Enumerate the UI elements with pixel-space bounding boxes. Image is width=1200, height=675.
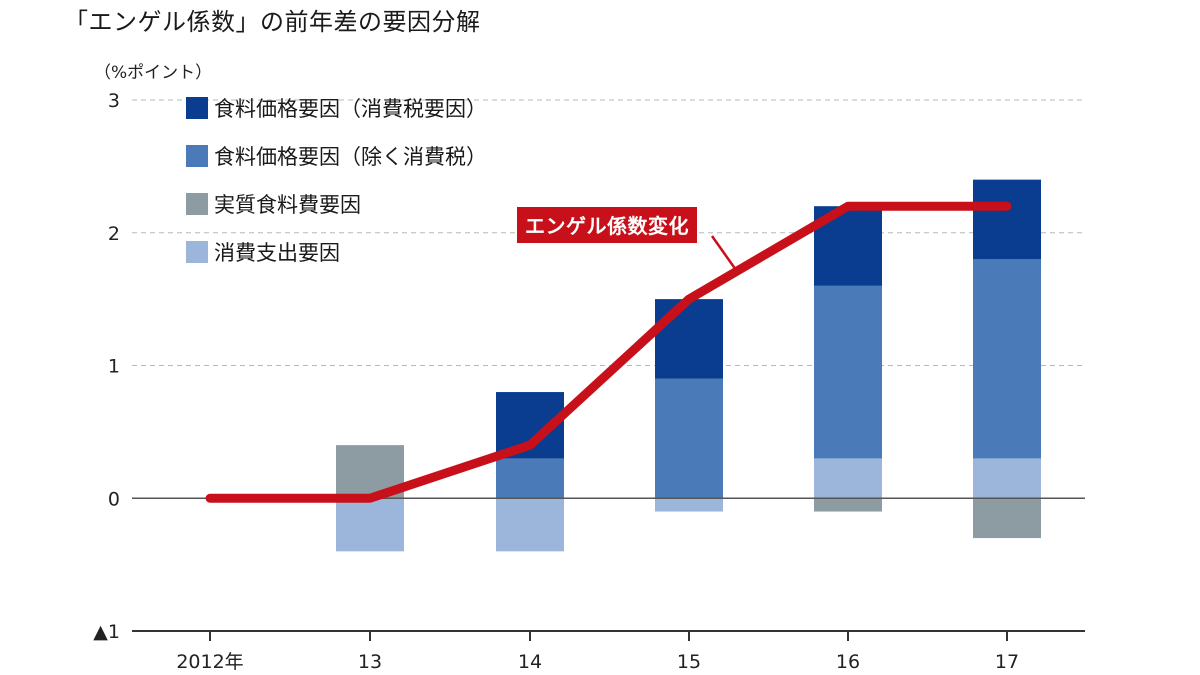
y-tick-label: 0 <box>108 488 120 510</box>
x-tick-label: 2012年 <box>176 651 243 673</box>
bar-segment <box>496 498 564 552</box>
y-tick-label: 2 <box>108 223 120 245</box>
legend-item-consumption-tax: 食料価格要因（消費税要因） <box>186 96 487 121</box>
bar-segment <box>973 259 1041 459</box>
bar-segment <box>336 498 404 552</box>
bar-segment <box>973 498 1041 539</box>
y-tick-label: 1 <box>108 356 120 378</box>
legend-item-food-price-excl-tax: 食料価格要因（除く消費税） <box>186 144 487 169</box>
bar-segment <box>814 285 882 459</box>
bar-segment <box>655 378 723 499</box>
x-tick-label: 17 <box>995 651 1019 673</box>
legend-item-consumption-expenditure: 消費支出要因 <box>186 240 487 265</box>
chart-title: 「エンゲル係数」の前年差の要因分解 <box>64 8 481 36</box>
legend-label-food-price-excl-tax: 食料価格要因（除く消費税） <box>214 145 487 169</box>
line-series-label: エンゲル係数変化 <box>517 207 697 243</box>
x-tick-label: 15 <box>677 651 701 673</box>
legend-swatch-consumption-tax <box>186 97 208 119</box>
y-tick-label: 3 <box>108 90 120 112</box>
chart-legend: 食料価格要因（消費税要因） 食料価格要因（除く消費税） 実質食料費要因 消費支出… <box>186 96 487 288</box>
y-tick-label: ▲1 <box>93 621 120 643</box>
legend-swatch-real-food-expense <box>186 193 208 215</box>
legend-item-real-food-expense: 実質食料費要因 <box>186 192 487 217</box>
y-axis-unit-label: （%ポイント） <box>94 63 213 83</box>
bar-segment <box>973 179 1041 260</box>
bar-segment <box>973 458 1041 499</box>
line-series <box>205 201 1012 503</box>
legend-label-consumption-expenditure: 消費支出要因 <box>214 241 340 265</box>
legend-label-real-food-expense: 実質食料費要因 <box>214 193 361 217</box>
bar-segment <box>496 458 564 499</box>
legend-label-consumption-tax: 食料価格要因（消費税要因） <box>214 97 487 121</box>
x-tick-label: 13 <box>358 651 382 673</box>
bar-segment <box>655 498 723 512</box>
line-label-leader <box>710 235 738 271</box>
legend-swatch-consumption-expenditure <box>186 241 208 263</box>
x-tick-label: 14 <box>518 651 542 673</box>
bar-segment <box>655 299 723 379</box>
legend-swatch-food-price-excl-tax <box>186 145 208 167</box>
bar-segment <box>814 498 882 512</box>
bar-segment <box>814 458 882 499</box>
x-tick-label: 16 <box>836 651 860 673</box>
